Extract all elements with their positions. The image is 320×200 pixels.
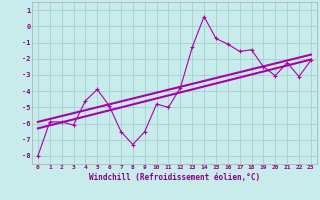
X-axis label: Windchill (Refroidissement éolien,°C): Windchill (Refroidissement éolien,°C) (89, 173, 260, 182)
